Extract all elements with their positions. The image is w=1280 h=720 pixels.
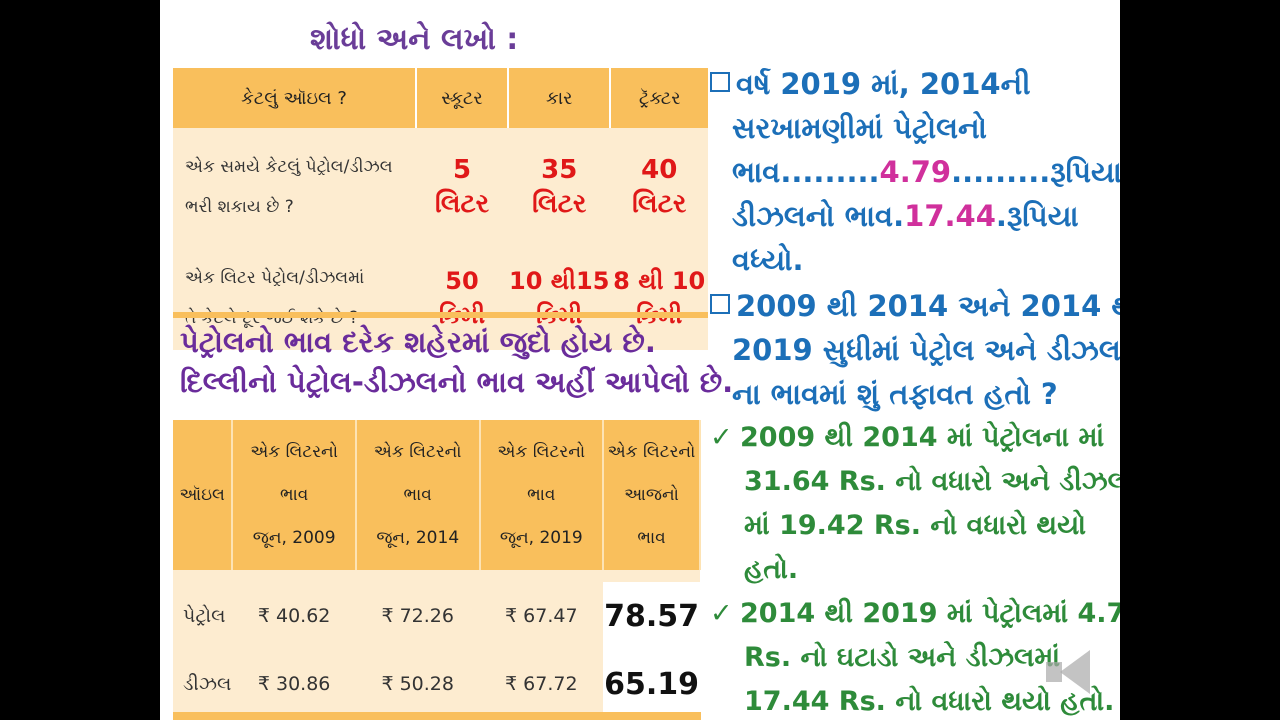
table-bottom-bar (173, 312, 708, 318)
question-line: એક લિટર પેટ્રોલ/ડીઝલમાં (185, 268, 365, 288)
note-line: દિલ્લીનો પેટ્રોલ-ડીઝલનો ભાવ અહીં આપેલો છ… (180, 365, 734, 399)
slide: શોધો અને લખો : કેટલું ઑઇલ ? સ્કૂટર કાર ટ… (160, 0, 1120, 720)
value-number: 5 (452, 155, 472, 185)
today-price-cell: 78.57 (603, 582, 700, 650)
price-cell: ₹ 67.47 (479, 582, 604, 650)
check-icon: ✓ (710, 598, 733, 629)
value-number: 40 (641, 155, 678, 185)
table-bottom-bar (173, 712, 701, 720)
answer-2: ✓ 2014 થી 2019 માં પેટ્રોલમાં 4.79 Rs. નો… (710, 592, 1120, 720)
spacer-row (173, 570, 700, 582)
table-header-row: ઑઇલ એક લિટરનો ભાવ જૂન, 2009 એક લિટરનો ભાવ જૂ… (173, 420, 701, 570)
header-cell: કેટલું ઑઇલ ? (173, 68, 417, 128)
note-line: પેટ્રોલનો ભાવ દરેક શહેરમાં જુદો હોય છે. (180, 325, 656, 359)
fuel-name: ડીઝલ (173, 650, 233, 718)
price-cell: ₹ 67.72 (479, 650, 604, 718)
question-line: ભરી શકાય છે ? (185, 197, 294, 217)
speaker-cone-icon (1060, 650, 1090, 694)
value-number: 8 થી 10 (613, 267, 706, 295)
price-note: પેટ્રોલનો ભાવ દરેક શહેરમાં જુદો હોય છે. … (180, 322, 733, 402)
top-bar (160, 0, 1120, 16)
header-cell: એક લિટરનો આજનો ભાવ (603, 420, 701, 570)
header-cell: કાર (508, 68, 612, 128)
price-cell: ₹ 72.26 (355, 582, 480, 650)
header-cell: એક લિટરનો ભાવ જૂન, 2009 (232, 420, 357, 570)
value-cell: 35 લિટર (508, 128, 610, 246)
page-heading: શોધો અને લખો : (310, 22, 519, 57)
oil-capacity-table: કેટલું ઑઇલ ? સ્કૂટર કાર ટ્રૅક્ટર એક સમયે… (173, 68, 708, 350)
answer-fill: 4.79 (879, 155, 952, 189)
value-unit: લિટર (632, 189, 687, 219)
header-cell: ઑઇલ (173, 420, 234, 570)
value-unit: લિટર (532, 189, 587, 219)
header-cell: એક લિટરનો ભાવ જૂન, 2019 (479, 420, 605, 570)
price-cell: ₹ 30.86 (232, 650, 356, 718)
question-1: વર્ષ 2019 માં, 2014ની સરખામણીમાં પેટ્રોલ… (710, 62, 1120, 282)
header-cell: ટ્રૅક્ટર (610, 68, 708, 128)
fuel-name: પેટ્રોલ (173, 582, 233, 650)
fuel-price-table: ઑઇલ એક લિટરનો ભાવ જૂન, 2009 એક લિટરનો ભાવ જૂ… (173, 420, 701, 718)
answer-1: ✓ 2009 થી 2014 માં પેટ્રોલના માં 31.64 Rs… (710, 416, 1120, 592)
header-cell: એક લિટરનો ભાવ જૂન, 2014 (355, 420, 481, 570)
value-unit: લિટર (434, 189, 490, 219)
question-line: એક સમયે કેટલું પેટ્રોલ/ડીઝલ (185, 157, 393, 177)
checkbox-icon (710, 294, 730, 314)
table-header-row: કેટલું ઑઇલ ? સ્કૂટર કાર ટ્રૅક્ટર (173, 68, 708, 128)
question-2: 2009 થી 2014 અને 2014 થી 2019 સુધીમાં પે… (710, 284, 1120, 416)
price-cell: ₹ 50.28 (355, 650, 480, 718)
value-number: 50 (445, 267, 479, 295)
value-cell: 5 લિટર (416, 128, 508, 246)
value-cell: 8 થી 10કિમી (610, 246, 708, 350)
table-row: પેટ્રોલ ₹ 40.62 ₹ 72.26 ₹ 67.47 78.57 (173, 582, 700, 650)
check-icon: ✓ (710, 422, 733, 453)
table-row: એક સમયે કેટલું પેટ્રોલ/ડીઝલ ભરી શકાય છે … (173, 128, 708, 246)
value-cell: 40 લિટર (610, 128, 708, 246)
header-cell: સ્કૂટર (416, 68, 509, 128)
value-number: 35 (541, 155, 578, 185)
today-price-cell: 65.19 (603, 650, 700, 718)
answer-fill: 17.44 (904, 199, 996, 233)
table-row: ડીઝલ ₹ 30.86 ₹ 50.28 ₹ 67.72 65.19 (173, 650, 700, 718)
speaker-icon (1046, 662, 1062, 682)
question-cell: એક સમયે કેટલું પેટ્રોલ/ડીઝલ ભરી શકાય છે … (173, 128, 416, 246)
price-cell: ₹ 40.62 (232, 582, 356, 650)
value-number: 10 થી15 (509, 267, 610, 295)
checkbox-icon (710, 72, 730, 92)
